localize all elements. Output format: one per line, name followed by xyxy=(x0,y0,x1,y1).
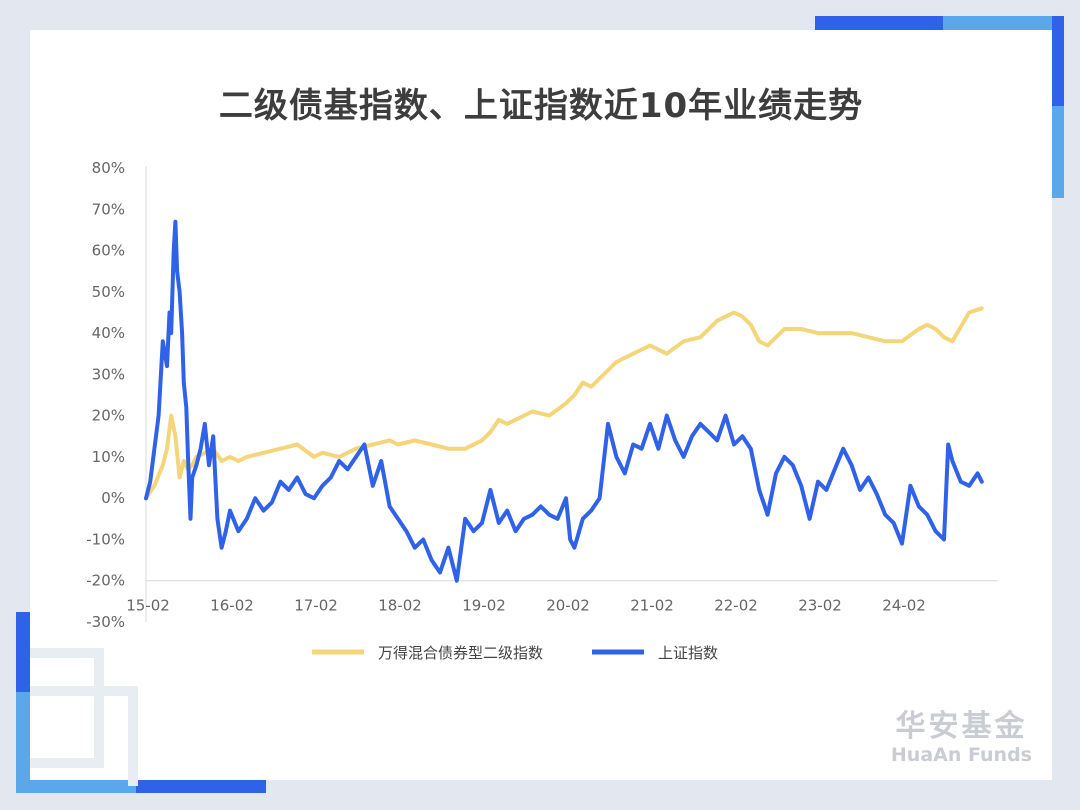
x-tick-label: 23-02 xyxy=(798,597,842,615)
sse-index-line xyxy=(144,219,984,583)
x-tick-label: 18-02 xyxy=(378,597,422,615)
accent-bar-right-dark xyxy=(1052,16,1064,106)
accent-bar-left-light xyxy=(16,692,30,782)
x-tick-label: 20-02 xyxy=(546,597,590,615)
accent-bar-bottom-light xyxy=(16,780,136,793)
y-tick-label: 60% xyxy=(92,242,125,260)
chart-title: 二级债基指数、上证指数近10年业绩走势 xyxy=(218,86,864,126)
accent-bar-right-light xyxy=(1052,106,1064,198)
legend-label: 万得混合债券型二级指数 xyxy=(378,644,543,662)
brand-name-cn: 华安基金 xyxy=(895,709,1028,744)
series-layer xyxy=(144,219,984,583)
x-tick-label: 24-02 xyxy=(882,597,926,615)
y-tick-label: 30% xyxy=(92,365,125,383)
y-tick-label: 50% xyxy=(92,283,125,301)
x-tick-label: 17-02 xyxy=(294,597,338,615)
y-tick-label: 10% xyxy=(92,448,125,466)
x-tick-label: 22-02 xyxy=(714,597,758,615)
x-tick-label: 15-02 xyxy=(126,597,170,615)
bond-index-line xyxy=(144,306,984,501)
y-tick-label: 0% xyxy=(101,489,125,507)
accent-bar-top-dark xyxy=(815,16,943,30)
y-tick-label: 70% xyxy=(92,200,125,218)
y-tick-label: -30% xyxy=(86,613,125,631)
chart-card xyxy=(30,30,1052,780)
accent-bar-bottom-dark xyxy=(136,780,266,793)
watermark-square-inner xyxy=(30,686,138,786)
legend-label: 上证指数 xyxy=(658,644,718,662)
y-tick-label: -10% xyxy=(86,530,125,548)
x-tick-label: 16-02 xyxy=(210,597,254,615)
y-tick-label: 20% xyxy=(92,407,125,425)
y-tick-label: 80% xyxy=(92,159,125,177)
y-tick-label: 40% xyxy=(92,324,125,342)
accent-bar-left-dark xyxy=(16,612,30,692)
legend: 万得混合债券型二级指数 上证指数 xyxy=(312,644,718,662)
x-tick-label: 19-02 xyxy=(462,597,506,615)
accent-bar-top-light xyxy=(943,16,1063,30)
x-axis: 15-02 16-02 17-02 18-02 19-02 20-02 21-02 22-02… xyxy=(126,580,998,615)
watermark-square-outer xyxy=(30,648,104,768)
x-tick-label: 21-02 xyxy=(630,597,674,615)
y-tick-label: -20% xyxy=(86,572,125,590)
brand-name-en: HuaAn Funds xyxy=(890,744,1032,766)
y-axis: 80% 70% 60% 50% 40% 30% 20% 10% 0% -10% -20% -30% xyxy=(86,159,147,631)
brand-logo: 华安基金 HuaAn Funds xyxy=(890,709,1032,767)
